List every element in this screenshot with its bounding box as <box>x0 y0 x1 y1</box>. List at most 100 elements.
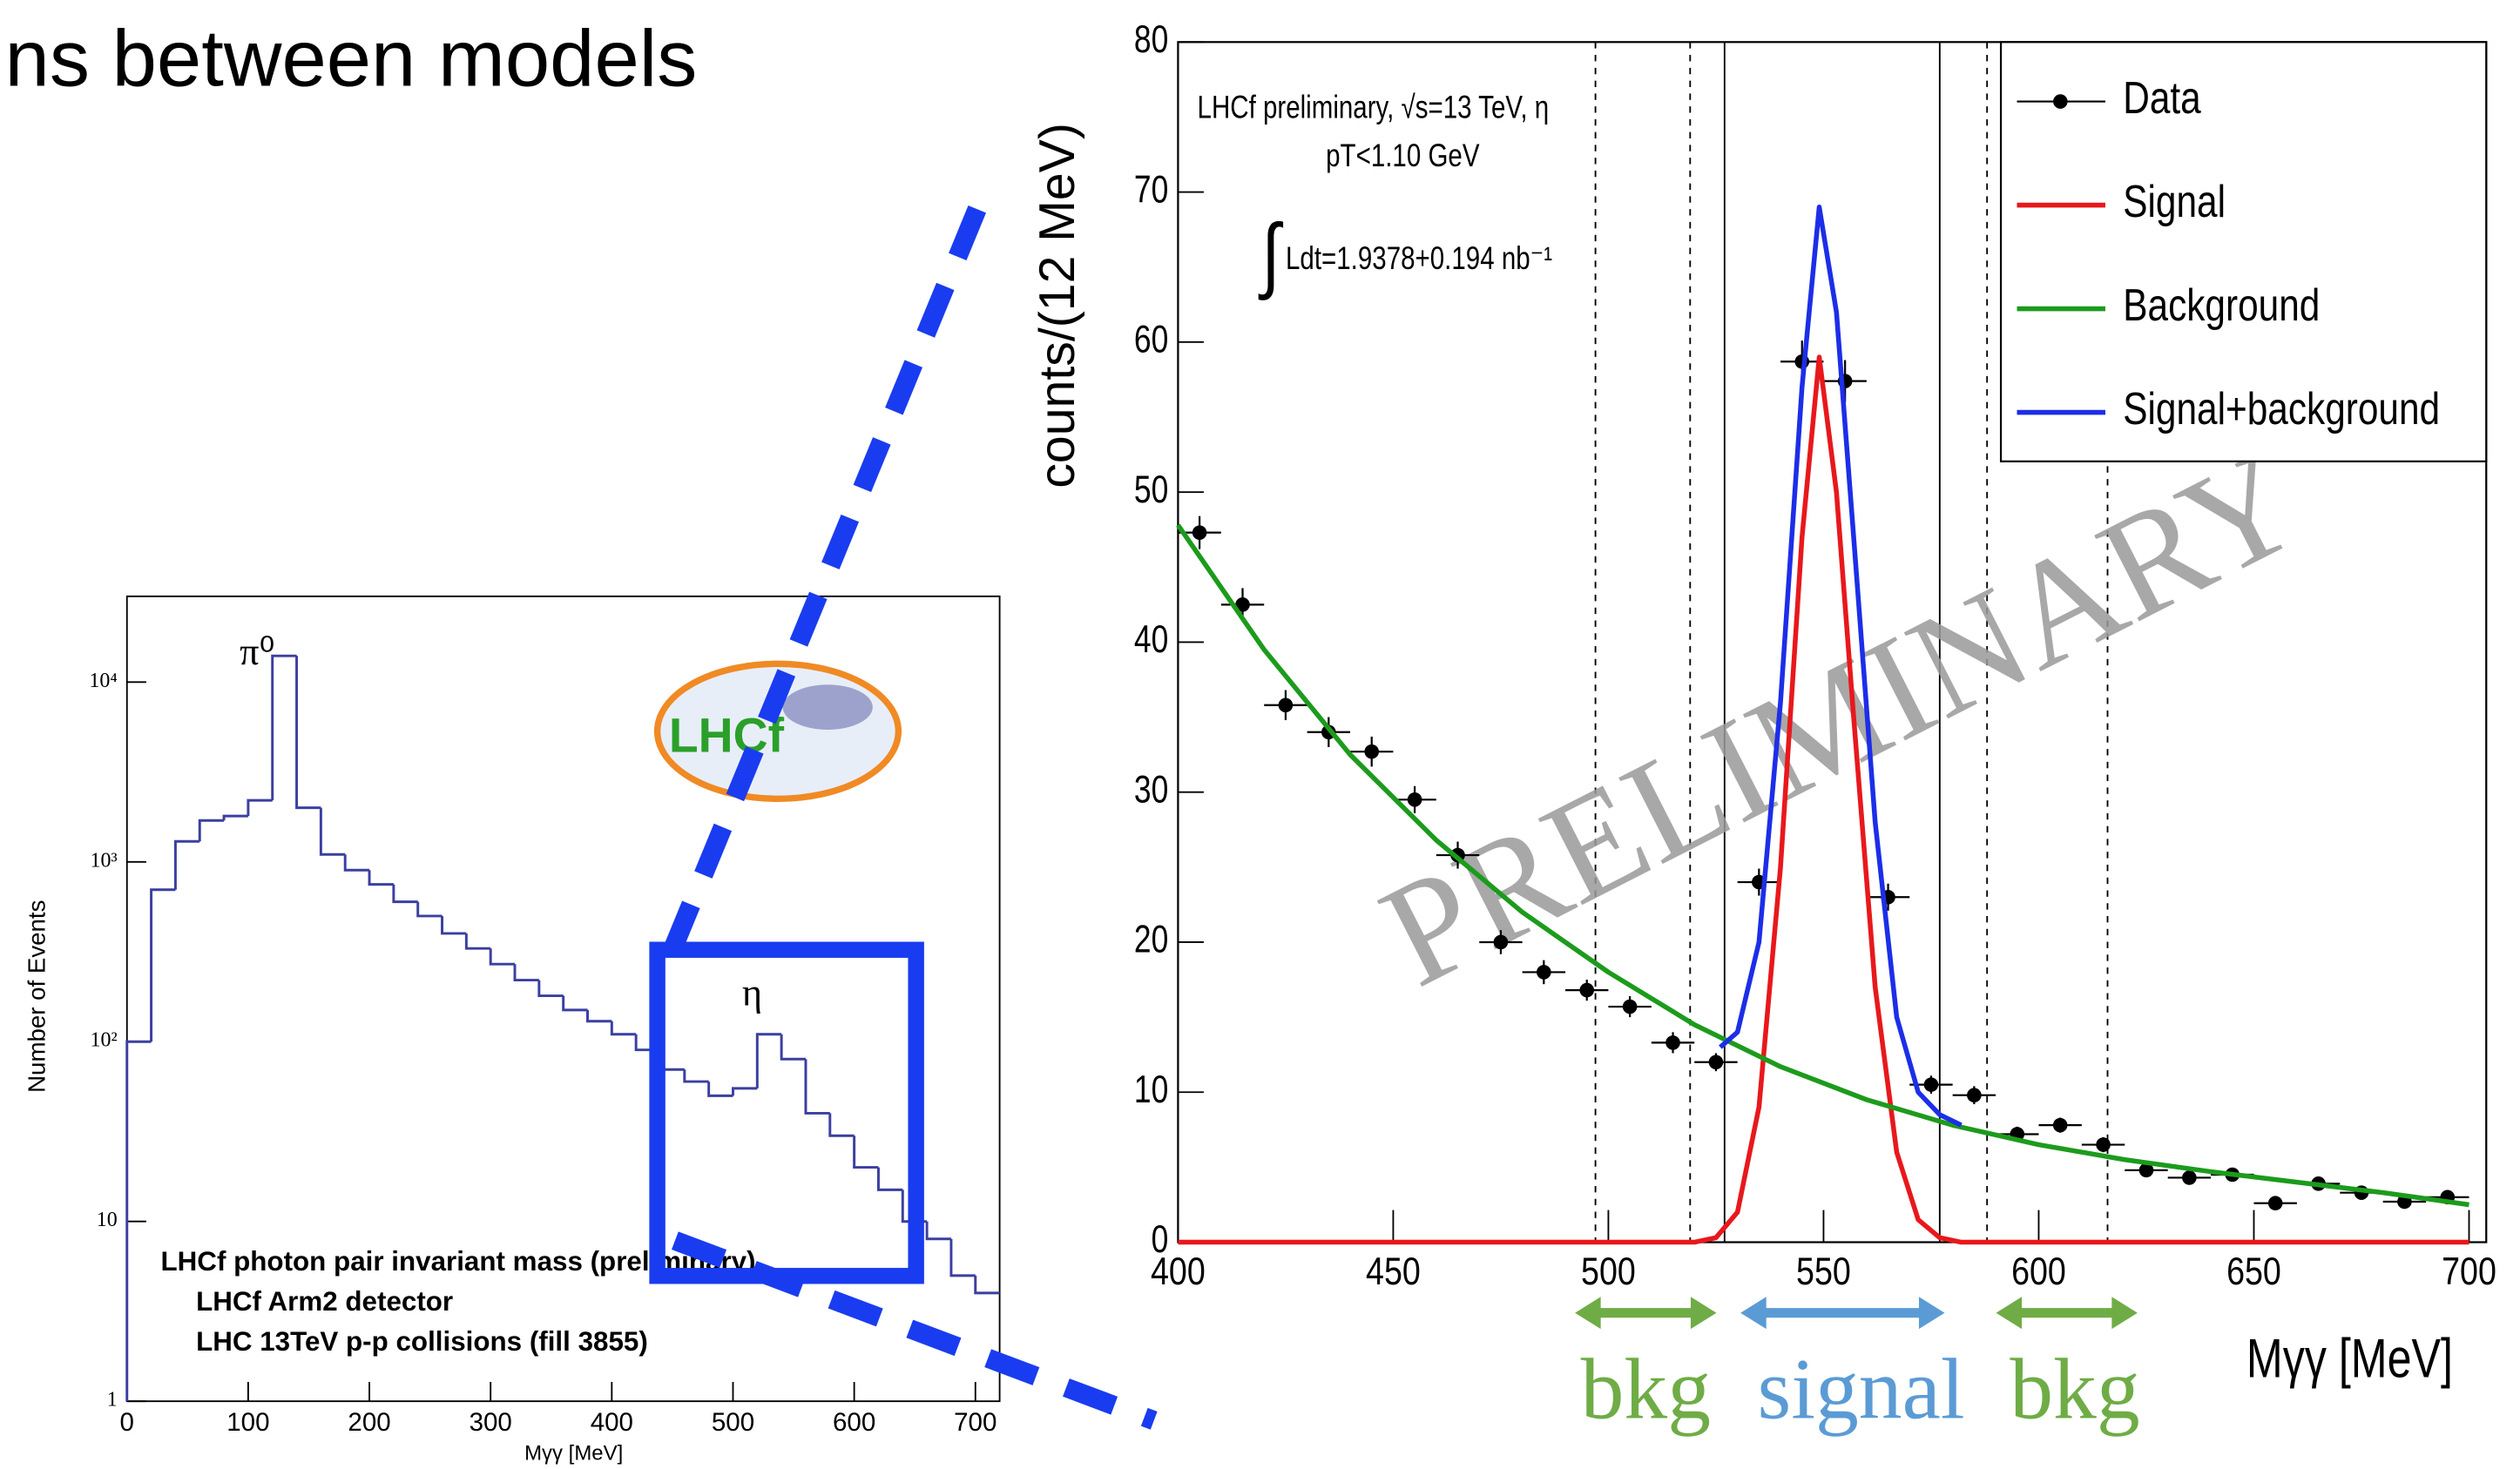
histogram-bin <box>222 814 248 821</box>
arrow <box>1996 1297 2138 1330</box>
slide-title: ns between models <box>5 12 698 103</box>
histogram-bin <box>441 915 467 935</box>
y-tick-label: 10 <box>97 1209 118 1231</box>
x-tick-label: 500 <box>712 1408 754 1437</box>
x-tick-label: 700 <box>2442 1250 2496 1293</box>
annotation: π⁰ <box>240 630 274 673</box>
histogram-bin <box>804 1059 830 1115</box>
data-point <box>1708 1055 1724 1070</box>
data-point <box>1364 744 1380 759</box>
y-axis-title: Number of Events <box>24 900 51 1093</box>
x-tick-label: 450 <box>1366 1250 1421 1293</box>
x-tick-label: 300 <box>470 1408 512 1437</box>
y-tick-label: 0 <box>1152 1219 1169 1262</box>
annotation: η <box>742 971 762 1014</box>
histogram-bin <box>150 888 176 1042</box>
legend-label: Signal <box>2123 177 2226 227</box>
histogram-bin <box>464 933 491 950</box>
x-tick-label: 600 <box>833 1408 875 1437</box>
x-tick-label: 550 <box>1796 1250 1851 1293</box>
data-point <box>1622 999 1638 1014</box>
region-label: bkg <box>1581 1340 1711 1437</box>
x-tick-label: 500 <box>1581 1250 1636 1293</box>
histogram-bin <box>780 1034 806 1061</box>
histogram-bin <box>271 654 297 801</box>
histogram-bin <box>173 839 200 890</box>
y-tick-label: 10³ <box>91 849 118 872</box>
logo-glow <box>782 684 873 730</box>
histogram-bin <box>876 1167 903 1191</box>
histogram-bin <box>683 1069 709 1083</box>
legend-label: Signal+background <box>2123 384 2440 435</box>
histogram-bin <box>974 1275 1000 1295</box>
arrow <box>1740 1297 1945 1330</box>
histogram-bin <box>562 995 588 1012</box>
right-chart: 0 10 20 30 40 50 60 70 80 400 450 500 550 600 650 700 co… <box>1030 18 2496 1389</box>
data-point <box>1537 965 1551 980</box>
x-tick-label: 600 <box>2011 1250 2066 1293</box>
left-chart: 1 10 10² 10³ 10⁴ 0 100 200 300 400 500 600 700 Number… <box>24 595 1001 1465</box>
data-point <box>1665 1035 1680 1050</box>
x-axis-title: Mγγ [MeV] <box>524 1441 623 1465</box>
histogram-bin <box>513 964 539 982</box>
legend-text: LHCf Arm2 detector <box>196 1286 453 1317</box>
histogram-bin <box>368 870 394 886</box>
data-point <box>1493 934 1509 950</box>
zoom-box <box>649 941 924 1284</box>
histogram-bin <box>489 948 516 966</box>
region-label: signal <box>1758 1340 1965 1437</box>
data-point <box>1407 792 1422 807</box>
histogram-bin <box>198 819 225 842</box>
histogram-bin <box>707 1082 733 1097</box>
data-point <box>2138 1162 2154 1178</box>
data-point <box>1192 525 1207 540</box>
x-tick-label: 0 <box>120 1408 134 1437</box>
data-point <box>1967 1088 1982 1102</box>
histogram-bin <box>295 656 321 810</box>
histogram-bin <box>586 1009 612 1023</box>
histogram-bin <box>732 1087 758 1096</box>
y-tick-label: 10² <box>91 1029 118 1052</box>
legend-label: Data <box>2123 73 2201 124</box>
series-line <box>1719 205 1963 1128</box>
annotation: Ldt=1.9378+0.194 nb⁻¹ <box>1286 241 1552 277</box>
histogram-bin <box>319 807 346 856</box>
x-tick-label: 200 <box>348 1408 390 1437</box>
data-point <box>2267 1196 2283 1211</box>
x-axis-title: Mγγ [MeV] <box>2246 1329 2453 1390</box>
y-tick-label: 50 <box>1134 468 1168 511</box>
annotation: ∫ <box>1258 207 1283 300</box>
data-point <box>1278 697 1294 713</box>
y-tick-label: 20 <box>1134 919 1168 961</box>
y-tick-label: 10 <box>1134 1068 1168 1111</box>
data-point <box>1235 597 1250 612</box>
histogram-bin <box>343 854 370 872</box>
data-point <box>2052 1117 2068 1133</box>
zoom-indicator <box>649 205 1158 1430</box>
y-tick-label: 1 <box>107 1389 118 1412</box>
histogram-bin <box>392 884 418 904</box>
x-tick-label: 700 <box>954 1408 997 1437</box>
y-tick-label: 30 <box>1134 769 1168 812</box>
y-tick-label: 60 <box>1134 319 1168 361</box>
annotation: LHCf preliminary, √s=13 TeV, η <box>1198 91 1550 126</box>
region-label: bkg <box>2010 1340 2139 1437</box>
series-line <box>1176 523 2469 1208</box>
data-point <box>1923 1077 1939 1092</box>
y-axis-title: counts/(12 MeV) <box>1030 123 1085 489</box>
y-tick-label: 10⁴ <box>89 670 117 692</box>
histogram-bin <box>949 1238 976 1277</box>
y-tick-label: 80 <box>1134 18 1168 61</box>
x-tick-label: 650 <box>2226 1250 2281 1293</box>
region-arrows <box>1575 1297 2138 1330</box>
histogram-bin <box>537 980 564 998</box>
histogram-bin <box>247 799 273 817</box>
data-point <box>2182 1170 2197 1185</box>
series-line <box>1178 354 2469 1245</box>
histogram-bin <box>416 901 443 918</box>
watermark: PRELIMINARY <box>1357 417 2324 1018</box>
histogram-bin <box>925 1221 951 1241</box>
legend-label: Background <box>2123 280 2320 331</box>
